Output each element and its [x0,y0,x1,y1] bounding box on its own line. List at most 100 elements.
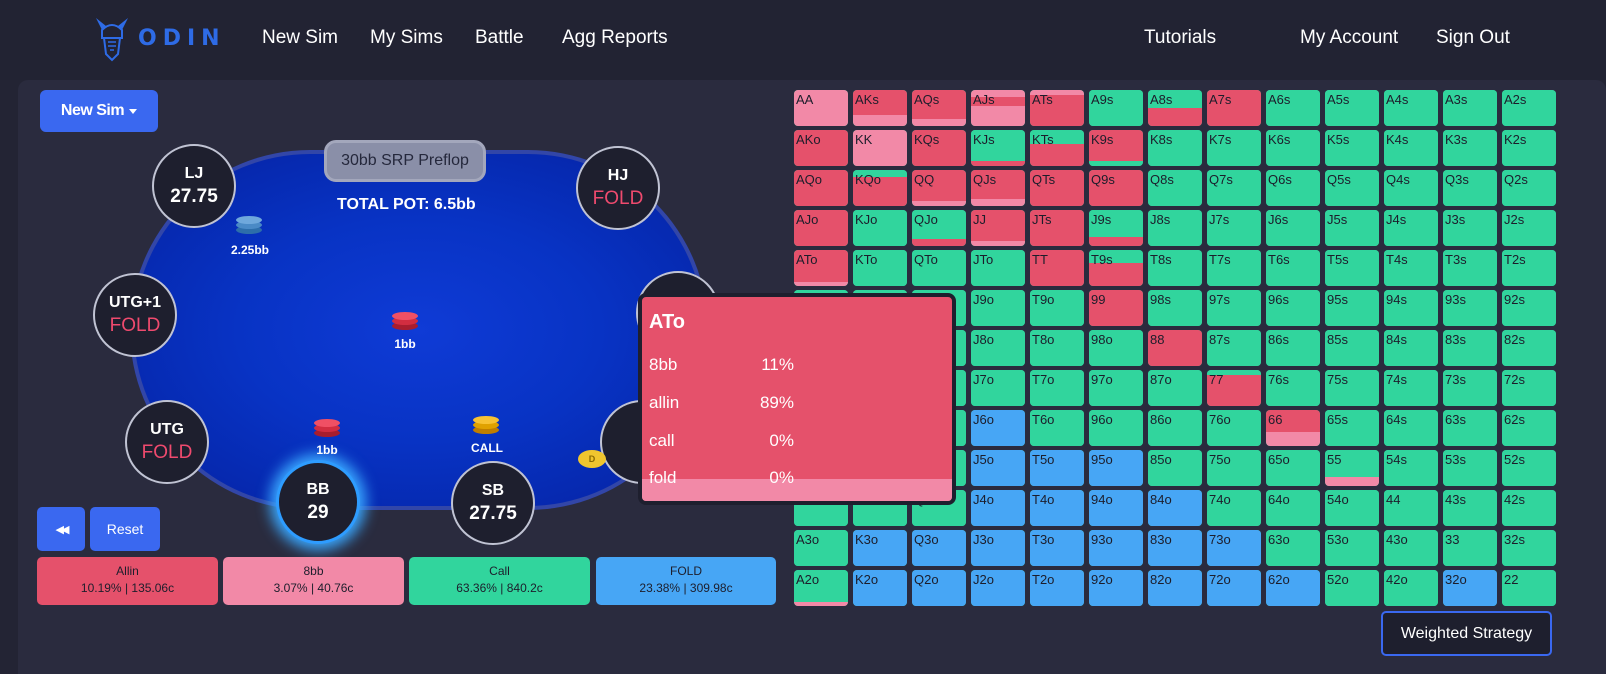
hand-cell[interactable]: 42s [1502,490,1556,526]
hand-cell[interactable]: 93s [1443,290,1497,326]
nav-sign-out[interactable]: Sign Out [1436,27,1510,48]
hand-cell[interactable]: J9s [1089,210,1143,246]
hand-cell[interactable]: 62o [1266,570,1320,606]
hand-cell[interactable]: 76o [1207,410,1261,446]
hand-cell[interactable]: K2s [1502,130,1556,166]
hand-cell[interactable]: T4o [1030,490,1084,526]
hand-cell[interactable]: 99 [1089,290,1143,326]
hand-cell[interactable]: 97s [1207,290,1261,326]
hand-cell[interactable]: 74s [1384,370,1438,406]
hand-cell[interactable]: J6s [1266,210,1320,246]
hand-cell[interactable]: Q3o [912,530,966,566]
hand-cell[interactable]: 86o [1148,410,1202,446]
hand-cell[interactable]: J7s [1207,210,1261,246]
hand-cell[interactable]: 63o [1266,530,1320,566]
hand-cell[interactable]: Q4s [1384,170,1438,206]
hand-cell[interactable]: J3s [1443,210,1497,246]
hand-cell[interactable]: 65o [1266,450,1320,486]
hand-cell[interactable]: 94o [1089,490,1143,526]
hand-cell[interactable]: T8o [1030,330,1084,366]
hand-cell[interactable]: 87s [1207,330,1261,366]
seat-utg[interactable]: UTG FOLD [125,400,209,484]
hand-cell[interactable]: 33 [1443,530,1497,566]
hand-cell[interactable]: 97o [1089,370,1143,406]
hand-cell[interactable]: QTs [1030,170,1084,206]
hand-cell[interactable]: A3o [794,530,848,566]
hand-cell[interactable]: T9s [1089,250,1143,286]
hand-cell[interactable]: J5o [971,450,1025,486]
hand-cell[interactable]: AKo [794,130,848,166]
hand-cell[interactable]: A6s [1266,90,1320,126]
hand-cell[interactable]: J6o [971,410,1025,446]
nav-battle[interactable]: Battle [475,27,524,48]
hand-cell[interactable]: JTo [971,250,1025,286]
seat-bb[interactable]: BB 29 [276,460,360,544]
hand-cell[interactable]: A8s [1148,90,1202,126]
hand-cell[interactable]: KK [853,130,907,166]
hand-cell[interactable]: T9o [1030,290,1084,326]
hand-cell[interactable]: 82o [1148,570,1202,606]
seat-lj[interactable]: LJ 27.75 [152,144,236,228]
hand-cell[interactable]: J2o [971,570,1025,606]
hand-cell[interactable]: T3s [1443,250,1497,286]
hand-cell[interactable]: KJo [853,210,907,246]
hand-cell[interactable]: AKs [853,90,907,126]
hand-cell[interactable]: 76s [1266,370,1320,406]
hand-cell[interactable]: 72o [1207,570,1261,606]
hand-cell[interactable]: K5s [1325,130,1379,166]
odin-logo[interactable]: ODIN [92,14,226,62]
hand-cell[interactable]: KJs [971,130,1025,166]
hand-cell[interactable]: J3o [971,530,1025,566]
hand-cell[interactable]: A5s [1325,90,1379,126]
hand-cell[interactable]: ATo [794,250,848,286]
hand-cell[interactable]: Q6s [1266,170,1320,206]
hand-cell[interactable]: 75s [1325,370,1379,406]
hand-cell[interactable]: T8s [1148,250,1202,286]
hand-cell[interactable]: T7s [1207,250,1261,286]
hand-cell[interactable]: 52o [1325,570,1379,606]
hand-cell[interactable]: 54o [1325,490,1379,526]
hand-cell[interactable]: K3s [1443,130,1497,166]
hand-cell[interactable]: 94s [1384,290,1438,326]
hand-cell[interactable]: 42o [1384,570,1438,606]
hand-cell[interactable]: T7o [1030,370,1084,406]
nav-agg-reports[interactable]: Agg Reports [562,27,668,48]
hand-cell[interactable]: A3s [1443,90,1497,126]
hand-cell[interactable]: 72s [1502,370,1556,406]
hand-cell[interactable]: 85o [1148,450,1202,486]
hand-cell[interactable]: 75o [1207,450,1261,486]
hand-cell[interactable]: JTs [1030,210,1084,246]
hand-cell[interactable]: K9s [1089,130,1143,166]
new-sim-dropdown-button[interactable]: New Sim [40,90,158,132]
hand-cell[interactable]: J8o [971,330,1025,366]
hand-cell[interactable]: K2o [853,570,907,606]
hand-cell[interactable]: 32s [1502,530,1556,566]
hand-cell[interactable]: Q3s [1443,170,1497,206]
hand-cell[interactable]: QJo [912,210,966,246]
hand-cell[interactable]: 43s [1443,490,1497,526]
hand-cell[interactable]: 44 [1384,490,1438,526]
hand-cell[interactable]: 83o [1148,530,1202,566]
hand-cell[interactable]: K4s [1384,130,1438,166]
nav-my-account[interactable]: My Account [1300,27,1399,48]
hand-cell[interactable]: Q9s [1089,170,1143,206]
hand-cell[interactable]: A9s [1089,90,1143,126]
hand-cell[interactable]: T6s [1266,250,1320,286]
hand-cell[interactable]: 74o [1207,490,1261,526]
hand-cell[interactable]: AQs [912,90,966,126]
hand-cell[interactable]: J2s [1502,210,1556,246]
hand-cell[interactable]: 84o [1148,490,1202,526]
hand-cell[interactable]: 62s [1502,410,1556,446]
hand-cell[interactable]: KQo [853,170,907,206]
hand-cell[interactable]: A4s [1384,90,1438,126]
hand-cell[interactable]: AA [794,90,848,126]
hand-cell[interactable]: J4o [971,490,1025,526]
hand-cell[interactable]: KTs [1030,130,1084,166]
reset-button[interactable]: Reset [90,507,160,551]
hand-cell[interactable]: 54s [1384,450,1438,486]
hand-cell[interactable]: 66 [1266,410,1320,446]
hand-cell[interactable]: JJ [971,210,1025,246]
hand-cell[interactable]: T5o [1030,450,1084,486]
hand-cell[interactable]: 87o [1148,370,1202,406]
hand-cell[interactable]: J4s [1384,210,1438,246]
